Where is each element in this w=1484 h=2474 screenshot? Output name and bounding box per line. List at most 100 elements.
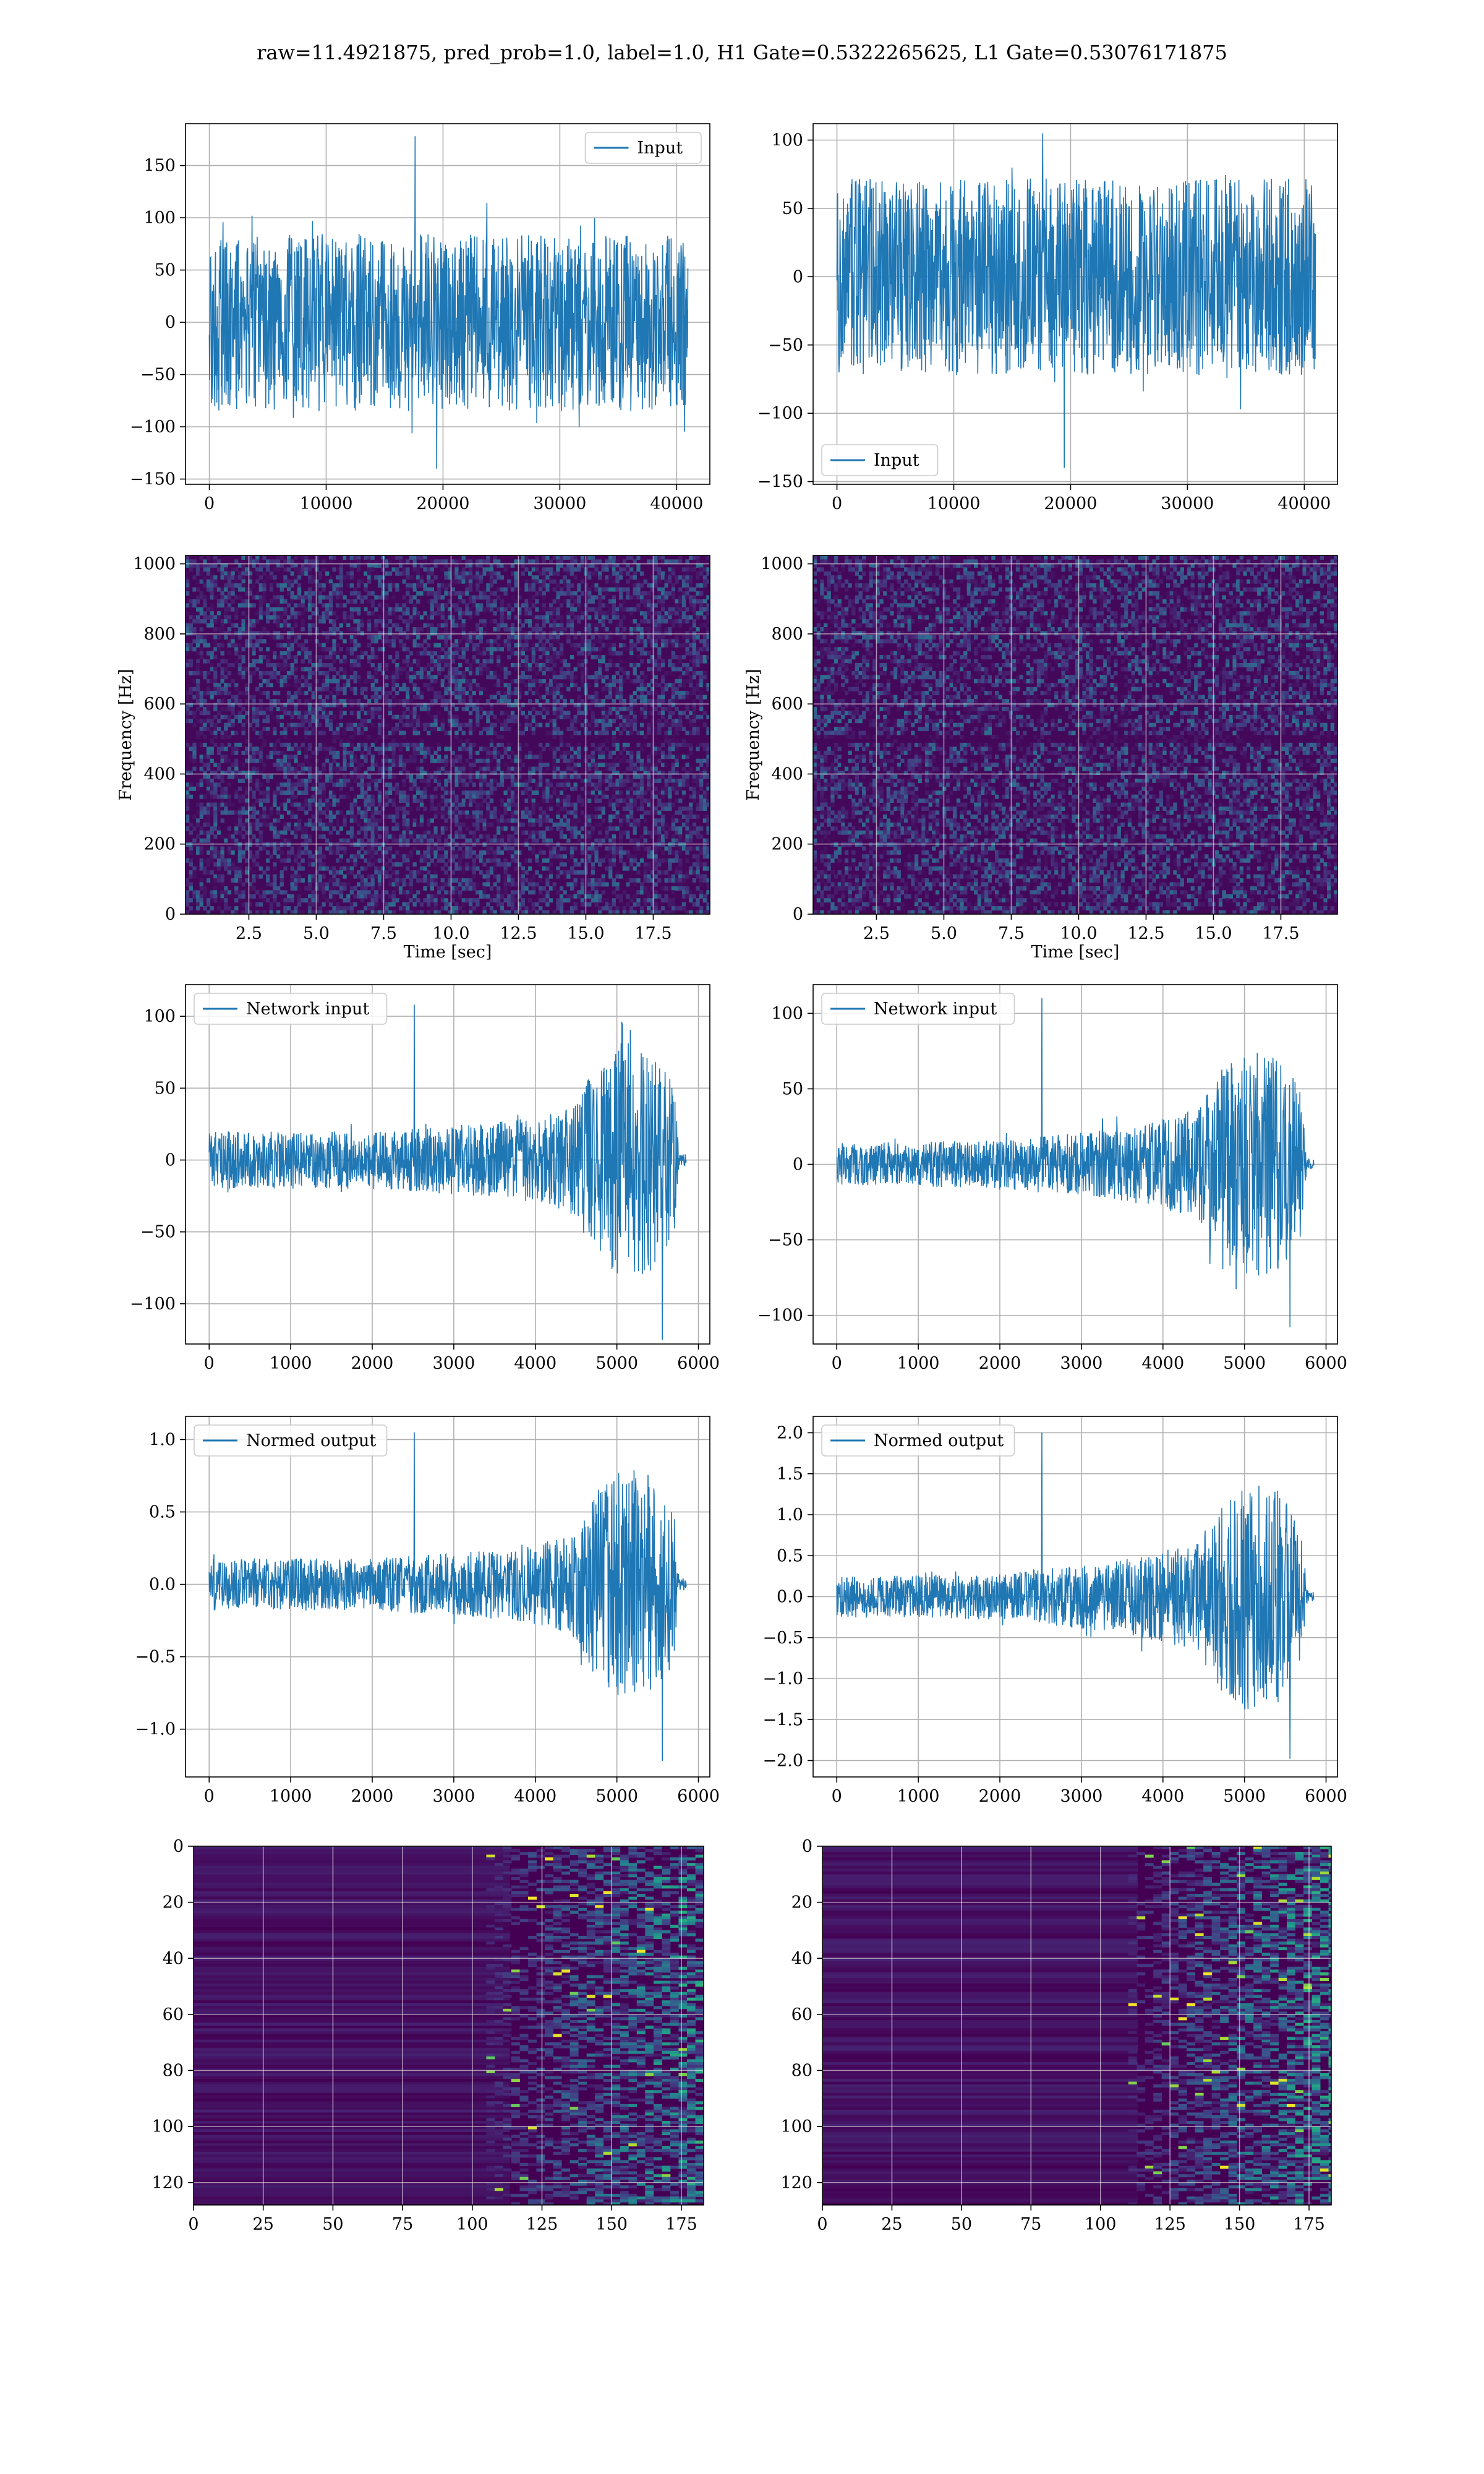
spectrogram-cell (336, 906, 340, 911)
spectrogram-cell (385, 747, 389, 751)
spectrogram-cell (290, 631, 294, 636)
spectrogram-cell (307, 687, 312, 691)
spectrogram-cell (406, 575, 410, 580)
spectrogram-cell (357, 894, 361, 899)
spectrogram-cell (213, 786, 218, 791)
spectrogram-cell (514, 890, 518, 895)
spectrogram-cell (524, 906, 529, 911)
spectrogram-cell (227, 607, 232, 612)
spectrogram-cell (286, 766, 291, 771)
spectrogram-cell (430, 687, 434, 691)
spectrogram-cell (199, 579, 203, 584)
spectrogram-cell (297, 790, 302, 795)
spectrogram-cell (325, 675, 330, 680)
spectrogram-cell (433, 894, 438, 899)
spectrogram-cell (430, 807, 434, 811)
spectrogram-cell (542, 670, 546, 675)
spectrogram-cell (206, 678, 211, 683)
spectrogram-cell (290, 627, 294, 631)
spectrogram-cell (364, 742, 368, 747)
spectrogram-cell (402, 631, 406, 636)
spectrogram-cell (210, 890, 214, 895)
spectrogram-cell (322, 822, 326, 827)
spectrogram-cell (503, 587, 508, 592)
spectrogram-cell (224, 587, 228, 592)
spectrogram-cell (224, 659, 228, 664)
spectrogram-cell (412, 631, 417, 636)
spectrogram-cell (503, 874, 508, 879)
spectrogram-cell (472, 898, 476, 903)
spectrogram-cell (448, 858, 452, 863)
spectrogram-cell (419, 703, 424, 708)
spectrogram-cell (307, 575, 312, 580)
spectrogram-cell (503, 886, 508, 891)
spectrogram-cell (388, 858, 393, 863)
spectrogram-cell (475, 826, 480, 831)
spectrogram-cell (297, 771, 302, 775)
spectrogram-cell (245, 810, 249, 815)
spectrogram-cell (353, 766, 357, 771)
spectrogram-cell (518, 678, 522, 683)
spectrogram-cell (482, 834, 487, 839)
spectrogram-cell (307, 898, 312, 903)
spectrogram-cell (510, 766, 515, 771)
spectrogram-cell (248, 758, 253, 763)
spectrogram-cell (276, 755, 281, 760)
spectrogram-cell (545, 706, 550, 711)
spectrogram-cell (245, 699, 249, 703)
spectrogram-cell (349, 910, 354, 914)
spectrogram-cell (391, 878, 396, 883)
spectrogram-cell (367, 846, 372, 851)
spectrogram-cell (297, 886, 302, 891)
spectrogram-cell (234, 595, 239, 600)
spectrogram-cell (507, 798, 511, 803)
spectrogram-cell (489, 591, 494, 596)
spectrogram-cell (216, 747, 221, 751)
spectrogram-cell (367, 575, 372, 580)
spectrogram-cell (357, 874, 361, 879)
spectrogram-cell (186, 782, 190, 787)
spectrogram-cell (548, 611, 553, 616)
spectrogram-cell (237, 563, 242, 568)
spectrogram-cell (290, 607, 294, 612)
spectrogram-cell (468, 850, 473, 855)
spectrogram-cell (482, 850, 487, 855)
spectrogram-cell (514, 858, 518, 863)
spectrogram-cell (206, 790, 211, 795)
spectrogram-cell (199, 882, 203, 887)
spectrogram-cell (276, 607, 281, 612)
spectrogram-cell (231, 730, 235, 735)
spectrogram-cell (468, 846, 473, 851)
spectrogram-cell (262, 818, 267, 823)
spectrogram-cell (318, 655, 323, 660)
spectrogram-cell (479, 870, 484, 875)
spectrogram-cell (497, 750, 501, 755)
spectrogram-cell (423, 587, 427, 592)
spectrogram-cell (203, 838, 207, 843)
spectrogram-cell (216, 866, 221, 871)
spectrogram-cell (427, 898, 431, 903)
spectrogram-cell (370, 894, 375, 899)
spectrogram-cell (444, 802, 448, 807)
spectrogram-cell (286, 579, 291, 584)
x-tick-label: 30000 (1161, 494, 1214, 513)
spectrogram-cell (497, 858, 501, 863)
spectrogram-cell (518, 559, 522, 564)
spectrogram-cell (444, 763, 448, 768)
spectrogram-cell (444, 706, 448, 711)
spectrogram-cell (224, 706, 228, 711)
spectrogram-cell (339, 794, 343, 799)
spectrogram-cell (220, 678, 224, 683)
spectrogram-cell (539, 678, 543, 683)
spectrogram-cell (294, 834, 298, 839)
spectrogram-cell (461, 678, 466, 683)
spectrogram-cell (448, 834, 452, 839)
spectrogram-cell (451, 763, 455, 768)
spectrogram-cell (416, 635, 420, 640)
spectrogram-cell (290, 798, 294, 803)
spectrogram-cell (237, 771, 242, 775)
spectrogram-cell (437, 747, 441, 751)
spectrogram-cell (315, 747, 319, 751)
spectrogram-cell (531, 583, 535, 588)
spectrogram-cell (343, 611, 347, 616)
